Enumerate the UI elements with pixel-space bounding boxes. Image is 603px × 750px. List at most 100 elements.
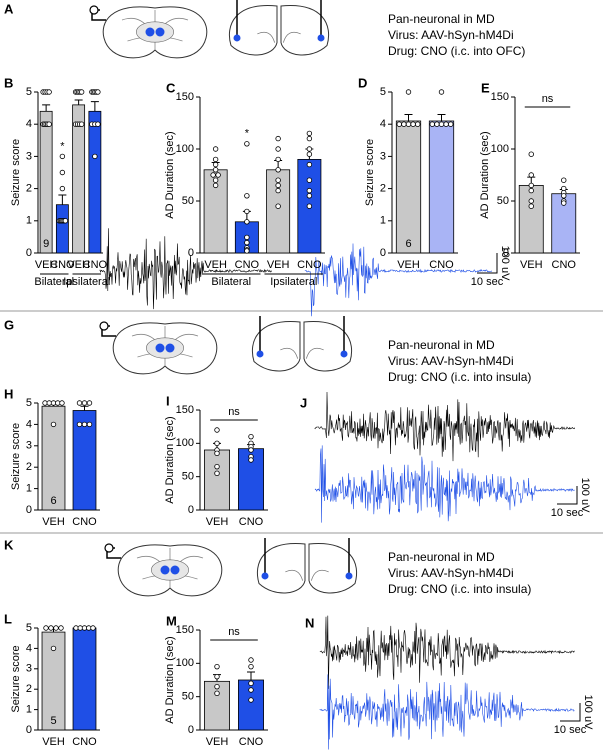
error-bar (58, 194, 67, 205)
data-point (43, 625, 49, 631)
y-tick-label: 4 (380, 118, 386, 130)
y-tick-label: 0 (188, 247, 194, 259)
thalamus (146, 337, 185, 359)
section-detail (285, 569, 329, 581)
bracket-label: ns (228, 406, 240, 418)
y-axis-label: AD Duration (sec) (164, 416, 176, 503)
data-point (248, 457, 254, 463)
x-tick-label: VEH (206, 736, 229, 748)
y-tick-label: 0 (26, 724, 32, 736)
y-tick-label: 4 (26, 642, 32, 654)
error-bar (90, 101, 99, 112)
section-detail (280, 347, 324, 359)
data-point (306, 193, 313, 199)
y-axis-label: Seizure score (10, 139, 22, 206)
y-tick-label: 2 (26, 683, 32, 695)
info-text: Drug: CNO (i.c. into insula) (388, 370, 531, 384)
thalamus (136, 21, 175, 43)
bar (204, 449, 230, 511)
data-point (50, 421, 57, 428)
infusion-site (345, 572, 353, 580)
n-label: 5 (50, 715, 56, 727)
data-point (396, 121, 402, 127)
data-point (248, 447, 254, 453)
y-axis-label: AD Duration (sec) (479, 131, 491, 218)
info-text: Pan-neuronal in MD (388, 338, 495, 352)
data-point (212, 156, 219, 163)
y-tick-label: 5 (26, 397, 32, 409)
data-point (275, 187, 281, 194)
panel-letter: N (305, 615, 314, 630)
bar (55, 204, 69, 254)
data-point (78, 89, 85, 95)
data-point (405, 121, 412, 127)
panel-letter: M (166, 613, 177, 628)
data-point (53, 625, 59, 631)
x-tick-label: CNO (552, 259, 577, 271)
infusion-site (317, 34, 325, 42)
data-point (438, 121, 445, 127)
error-bar (74, 99, 83, 105)
section-detail (257, 31, 301, 43)
data-point (95, 121, 101, 127)
data-point (244, 208, 250, 215)
group-label: Bilateral (34, 276, 74, 288)
n-label: 9 (43, 238, 49, 250)
x-tick-label: CNO (429, 259, 454, 271)
y-tick-label: 2 (26, 183, 32, 195)
x-tick-label: VEH (267, 259, 290, 271)
error-bar (247, 671, 255, 680)
panel-letter: K (4, 537, 14, 552)
data-point (214, 427, 220, 433)
info-text: Drug: CNO (i.c. into insula) (388, 582, 531, 596)
panel-letter: E (481, 80, 490, 95)
data-point (86, 400, 93, 406)
infusion-site (233, 34, 241, 42)
y-tick-label: 5 (26, 86, 32, 98)
significance-star: * (245, 128, 250, 140)
bracket-label: ns (542, 93, 554, 105)
x-tick-label: VEH (35, 259, 58, 271)
y-tick-label: 0 (188, 504, 194, 516)
injection-site (155, 27, 165, 37)
data-point (214, 463, 220, 470)
y-tick-label: 5 (380, 86, 386, 98)
data-point (415, 121, 421, 127)
y-tick-label: 50 (182, 195, 194, 207)
data-point (214, 450, 220, 457)
bar (39, 110, 53, 254)
panel-letter: I (166, 393, 170, 408)
y-tick-label: 150 (176, 624, 194, 636)
y-tick-label: 150 (176, 404, 194, 416)
data-point (214, 470, 220, 477)
y-tick-label: 5 (26, 622, 32, 634)
injection-site (170, 565, 180, 575)
panel-letter: G (4, 317, 14, 332)
data-point (244, 248, 250, 254)
bar (72, 104, 86, 254)
x-tick-label: CNO (239, 736, 264, 748)
x-tick-label: CNO (297, 259, 322, 271)
x-tick-label: VEH (520, 259, 543, 271)
y-tick-label: 50 (182, 471, 194, 483)
data-point (62, 218, 69, 224)
data-point (275, 182, 281, 189)
panel-letter: B (4, 75, 13, 90)
significance-star: * (60, 140, 65, 152)
injection-site (165, 343, 175, 353)
y-tick-label: 3 (26, 440, 32, 452)
y-axis-label: Seizure score (10, 645, 22, 712)
x-tick-label: CNO (72, 516, 97, 528)
data-point (528, 151, 534, 157)
scale-label-y: 100 uV (499, 246, 511, 282)
data-point (76, 421, 83, 428)
group-label: Bilateral (211, 276, 251, 288)
y-tick-label: 0 (26, 247, 32, 259)
y-tick-label: 2 (380, 183, 386, 195)
data-point (212, 167, 219, 173)
y-tick-label: 1 (26, 483, 32, 495)
info-text: Pan-neuronal in MD (388, 12, 495, 26)
data-point (59, 153, 66, 160)
scale-label-y: 100 uV (579, 478, 591, 514)
data-point (306, 177, 313, 183)
